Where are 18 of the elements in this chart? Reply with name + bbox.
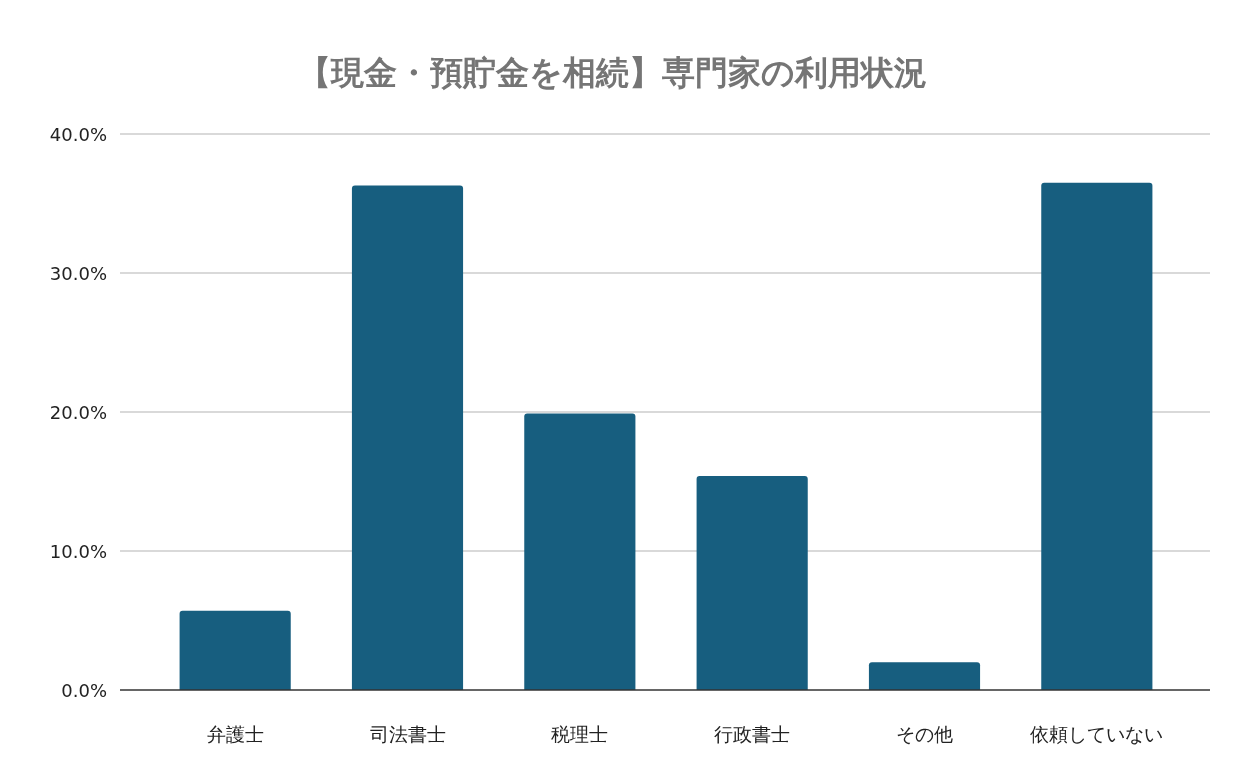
bar xyxy=(1041,182,1153,690)
x-tick-label: その他 xyxy=(896,723,953,746)
x-tick-label: 税理士 xyxy=(551,723,609,746)
y-tick-label: 20.0% xyxy=(49,401,107,423)
bar xyxy=(868,662,981,690)
y-tick-label: 40.0% xyxy=(49,123,107,145)
y-tick-label: 30.0% xyxy=(49,262,107,284)
x-tick-label: 行政書士 xyxy=(714,723,791,746)
y-tick-label: 10.0% xyxy=(49,540,107,562)
bar xyxy=(524,413,636,690)
x-tick-label: 司法書士 xyxy=(369,723,446,746)
bar xyxy=(696,475,808,690)
x-tick-label: 弁護士 xyxy=(206,723,264,746)
bar xyxy=(179,610,291,690)
x-tick-label: 依頼していない xyxy=(1030,723,1164,746)
bar xyxy=(351,185,464,690)
y-tick-label: 0.0% xyxy=(61,679,107,701)
chart-title: 【現金・預貯金を相続】専門家の利用状況 xyxy=(297,53,927,92)
